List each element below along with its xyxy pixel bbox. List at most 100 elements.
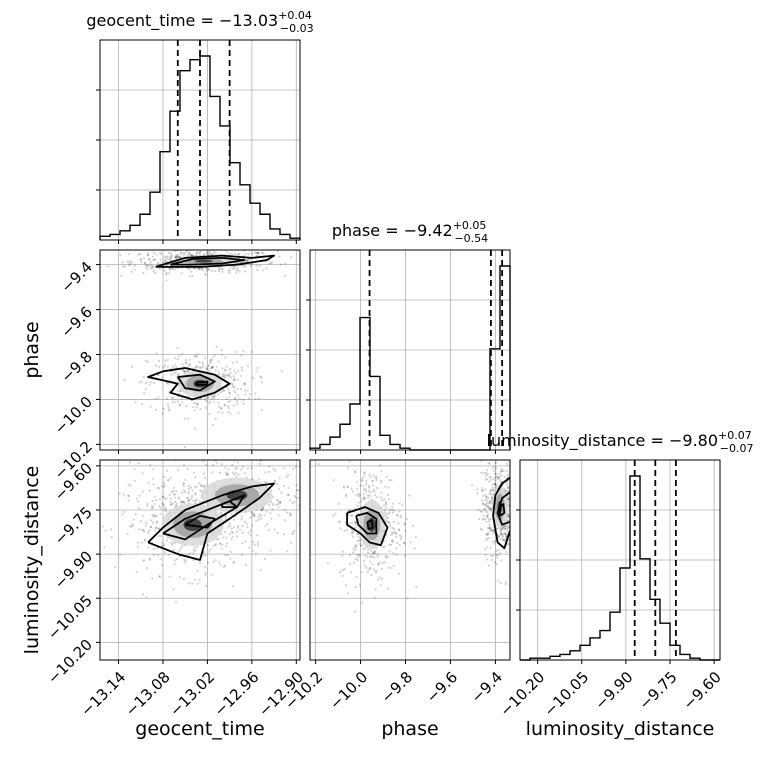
sample-point-phase__luminosity_distance [495,553,498,557]
sample-point-geocent_time__luminosity_distance [235,472,238,475]
sample-point-phase__luminosity_distance [355,524,358,528]
sample-point-geocent_time__luminosity_distance [268,470,271,473]
sample-point-phase__luminosity_distance [501,533,504,536]
sample-point-phase__luminosity_distance [485,496,488,499]
sample-point-geocent_time__phase [166,403,169,406]
sample-point-geocent_time__phase [188,251,191,255]
sample-point-geocent_time__phase [156,261,159,264]
sample-point-geocent_time__phase [220,353,223,356]
sample-point-geocent_time__phase [185,361,188,364]
sample-point-geocent_time__luminosity_distance [192,499,195,502]
sample-point-geocent_time__phase [242,398,245,402]
x-axis-label-geocent_time: geocent_time [135,718,264,740]
sample-point-phase__luminosity_distance [354,610,357,613]
sample-point-geocent_time__luminosity_distance [135,497,138,500]
sample-point-geocent_time__luminosity_distance [241,524,244,528]
sample-point-geocent_time__luminosity_distance [263,514,266,517]
contour-phase__luminosity_distance-3 [492,476,510,550]
sample-point-phase__luminosity_distance [385,475,388,478]
sample-point-phase__luminosity_distance [383,561,386,564]
sample-point-phase__luminosity_distance [487,536,490,540]
sample-point-geocent_time__luminosity_distance [195,498,198,501]
sample-point-geocent_time__luminosity_distance [123,510,126,514]
sample-point-phase__luminosity_distance [384,485,387,488]
sample-point-geocent_time__luminosity_distance [128,461,131,464]
sample-point-phase__luminosity_distance [507,526,510,529]
sample-point-geocent_time__phase [161,412,164,415]
sample-point-phase__luminosity_distance [485,503,488,506]
sample-point-geocent_time__phase [168,268,171,271]
sample-point-geocent_time__luminosity_distance [273,528,276,531]
contour-phase__luminosity_distance-1 [355,512,378,535]
sample-point-phase__luminosity_distance [343,568,346,571]
sample-point-geocent_time__phase [138,381,141,384]
sample-point-geocent_time__phase [158,365,161,368]
sample-point-phase__luminosity_distance [368,473,371,476]
sample-point-geocent_time__luminosity_distance [265,510,268,513]
sample-point-geocent_time__phase [154,258,157,261]
sample-point-geocent_time__phase [234,372,237,375]
sample-point-geocent_time__luminosity_distance [101,525,104,528]
sample-point-geocent_time__phase [187,417,190,420]
sample-point-geocent_time__luminosity_distance [156,546,159,550]
sample-point-geocent_time__luminosity_distance [262,507,265,510]
sample-point-phase__luminosity_distance [354,545,357,548]
text-layer: −13.14−13.08−13.02−12.96−12.90geocent_ti… [21,9,753,740]
sample-point-geocent_time__luminosity_distance [253,512,256,516]
sample-point-geocent_time__phase [207,364,210,367]
sample-point-phase__luminosity_distance [506,489,509,493]
y-tick-label-phase-2: −9.8 [58,348,96,386]
sample-point-geocent_time__phase [126,260,129,263]
sample-point-geocent_time__luminosity_distance [192,552,195,555]
sample-point-geocent_time__luminosity_distance [194,492,197,495]
sample-point-geocent_time__phase [265,267,268,270]
sample-point-phase__luminosity_distance [373,550,376,553]
sample-point-phase__luminosity_distance [488,526,491,529]
sample-point-geocent_time__luminosity_distance [267,528,270,532]
sample-point-geocent_time__phase [232,404,235,407]
sample-point-phase__luminosity_distance [371,484,375,487]
sample-point-geocent_time__phase [181,397,184,400]
sample-point-geocent_time__luminosity_distance [295,488,299,492]
contour-geocent_time__phase-3 [177,373,216,392]
sample-point-geocent_time__phase [228,391,231,394]
sample-point-geocent_time__phase [174,371,177,374]
sample-point-phase__luminosity_distance [374,552,377,555]
sample-point-phase__luminosity_distance [491,532,494,535]
sample-point-phase__luminosity_distance [488,520,491,523]
sample-point-geocent_time__luminosity_distance [193,485,197,488]
sample-point-phase__luminosity_distance [500,533,503,536]
sample-point-phase__luminosity_distance [380,470,383,473]
sample-point-phase__luminosity_distance [486,511,489,514]
sample-point-geocent_time__phase [222,375,225,378]
sample-point-geocent_time__luminosity_distance [109,528,113,531]
sample-point-phase__luminosity_distance [497,549,500,552]
sample-point-geocent_time__luminosity_distance [210,573,213,577]
sample-point-phase__luminosity_distance [367,485,371,488]
sample-point-phase__luminosity_distance [384,555,387,558]
sample-point-geocent_time__phase [237,370,240,373]
x-tick-label-phase-2: −9.8 [378,668,416,706]
sample-point-phase__luminosity_distance [377,563,380,566]
title-value-phase: phase = −9.42 [332,221,453,240]
sample-point-geocent_time__phase [193,354,196,357]
sample-point-phase__luminosity_distance [488,475,491,478]
sample-point-geocent_time__luminosity_distance [211,471,214,474]
sample-point-phase__luminosity_distance [370,555,373,558]
sample-point-geocent_time__phase [211,365,214,368]
sample-point-geocent_time__phase [170,254,173,257]
sample-point-geocent_time__luminosity_distance [274,469,277,472]
sample-point-phase__luminosity_distance [481,489,484,492]
sample-point-geocent_time__phase [203,397,206,400]
sample-point-geocent_time__phase [142,271,145,275]
sample-point-phase__luminosity_distance [358,538,361,541]
sample-point-phase__luminosity_distance [484,510,487,513]
sample-point-geocent_time__phase [165,273,168,276]
sample-point-geocent_time__luminosity_distance [169,500,172,503]
sample-point-geocent_time__luminosity_distance [146,531,150,534]
sample-point-geocent_time__phase [199,397,203,400]
sample-point-geocent_time__phase [262,252,265,255]
sample-point-geocent_time__luminosity_distance [199,489,202,492]
sample-point-geocent_time__phase [182,251,185,254]
sample-point-phase__luminosity_distance [370,480,373,483]
